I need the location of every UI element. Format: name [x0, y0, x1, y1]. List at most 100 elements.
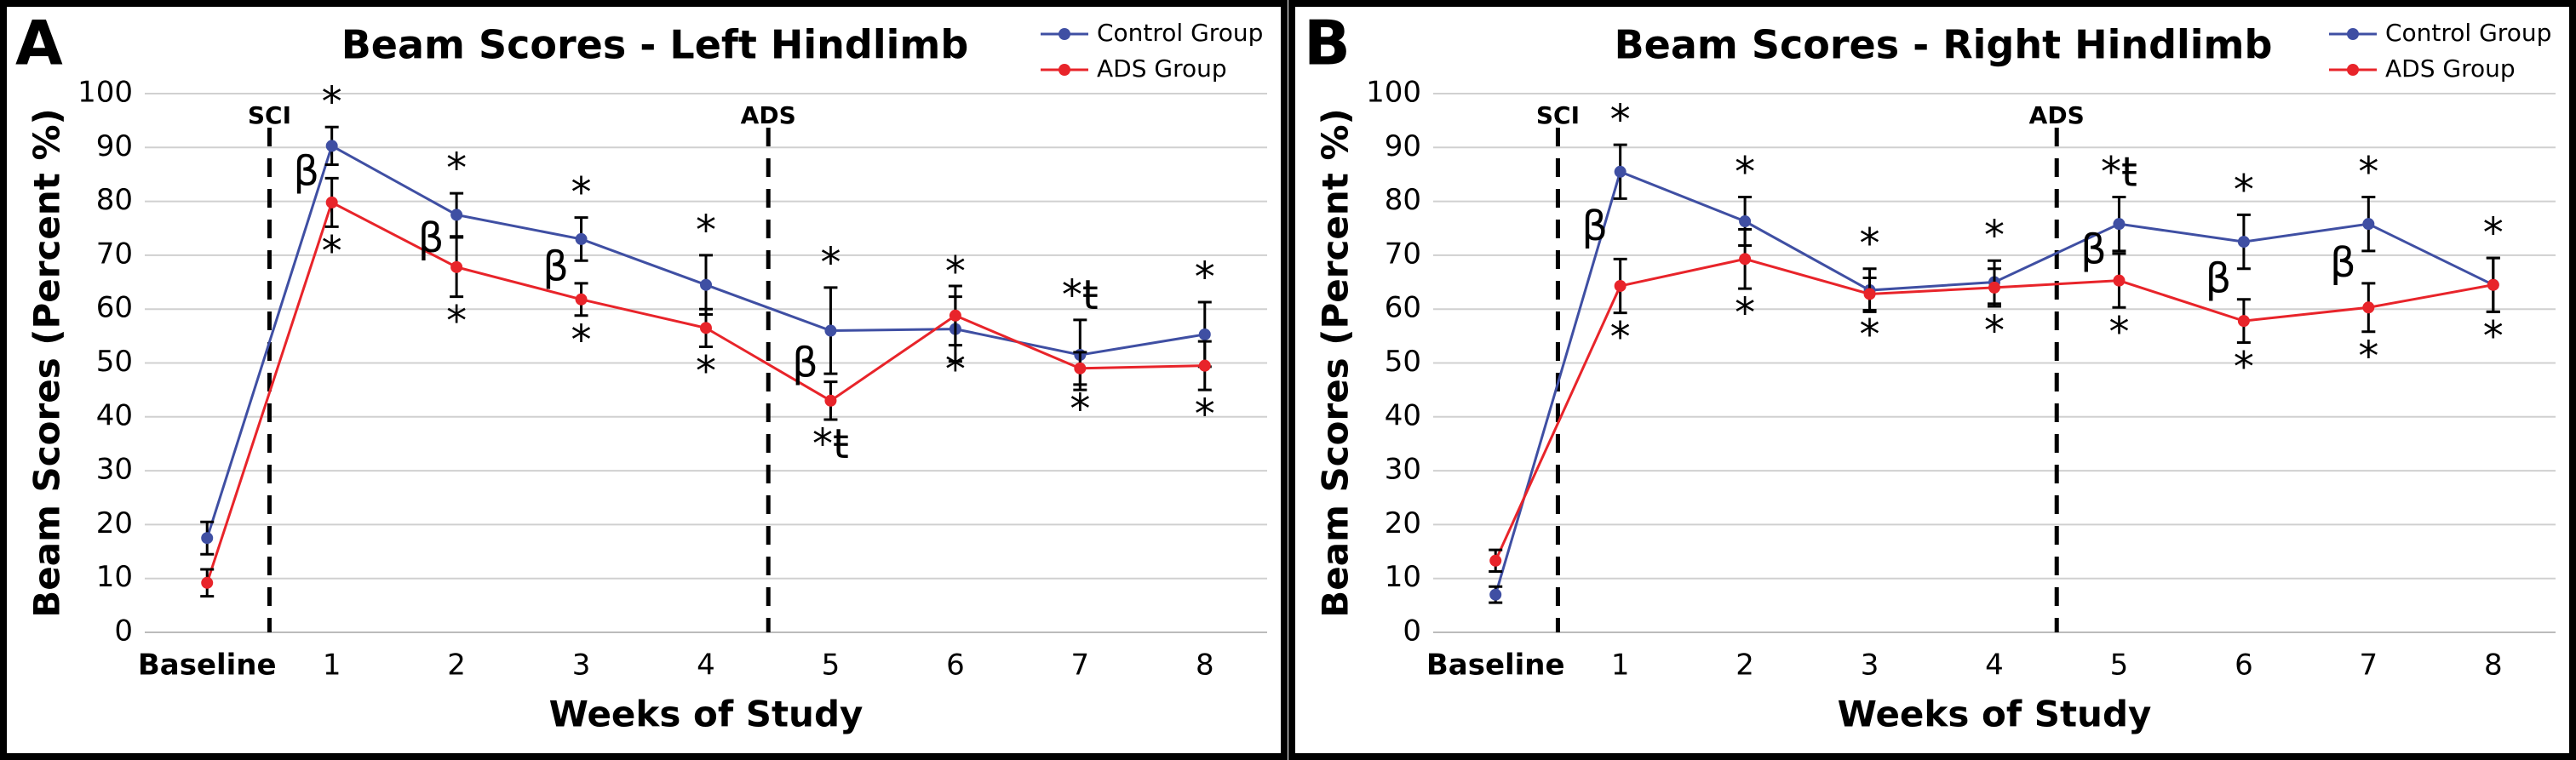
significance-label: *: [1610, 314, 1631, 362]
event-label: ADS: [741, 101, 796, 129]
panel-border: [0, 0, 1288, 760]
significance-label: *: [945, 346, 966, 394]
significance-label: *: [696, 207, 716, 254]
significance-label: *: [1070, 386, 1090, 433]
point: [1739, 253, 1752, 266]
point: [325, 140, 338, 152]
point: [2113, 218, 2126, 231]
legend-marker: [2347, 28, 2359, 40]
event-label: SCI: [1536, 101, 1580, 129]
point: [1198, 359, 1211, 372]
y-tick-label: 40: [96, 398, 133, 432]
x-tick-label: Baseline: [138, 649, 277, 683]
x-axis-title: Weeks of Study: [549, 694, 863, 735]
significance-label: *: [1195, 391, 1215, 438]
point: [824, 324, 837, 337]
y-tick-label: 90: [96, 129, 133, 163]
x-tick-label: 5: [2110, 649, 2129, 683]
y-tick-label: 70: [96, 237, 133, 271]
significance-label: β: [792, 340, 818, 387]
point: [2113, 274, 2126, 287]
legend-marker: [1059, 28, 1070, 40]
significance-label: *: [2483, 209, 2504, 257]
y-tick-label: 100: [77, 76, 133, 110]
x-tick-label: 6: [2235, 649, 2253, 683]
point: [575, 293, 588, 306]
y-tick-label: 60: [1385, 291, 1421, 325]
y-tick-label: 0: [1403, 614, 1421, 649]
significance-label: *: [1195, 254, 1215, 301]
point: [1074, 362, 1087, 374]
y-axis-title: Beam Scores (Percent %): [26, 108, 68, 617]
y-tick-label: 100: [1366, 76, 1421, 110]
legend-label: ADS Group: [1097, 54, 1227, 83]
legend-marker: [1059, 64, 1070, 76]
point: [575, 232, 588, 245]
y-tick-label: 90: [1385, 129, 1421, 163]
point: [1863, 288, 1876, 300]
x-tick-label: Baseline: [1426, 649, 1565, 683]
panel-label: B: [1304, 8, 1351, 79]
point: [2362, 301, 2375, 314]
x-tick-label: 8: [1196, 649, 1214, 683]
x-tick-label: 6: [946, 649, 965, 683]
significance-label: *: [446, 145, 467, 192]
x-tick-label: 8: [2484, 649, 2503, 683]
significance-label: *ŧ: [2101, 149, 2137, 197]
x-tick-label: 2: [447, 649, 466, 683]
significance-label: β: [293, 148, 319, 196]
significance-label: *: [1860, 311, 1880, 358]
event-label: SCI: [248, 101, 291, 129]
y-tick-label: 10: [1385, 560, 1421, 594]
chart-title: Beam Scores - Left Hindlimb: [341, 22, 969, 68]
significance-label: β: [2080, 226, 2107, 273]
y-tick-label: 30: [96, 453, 133, 487]
y-axis-title: Beam Scores (Percent %): [1315, 108, 1357, 617]
x-tick-label: 5: [822, 649, 840, 683]
y-tick-label: 80: [96, 183, 133, 217]
y-tick-label: 0: [114, 614, 133, 649]
significance-label: *: [820, 239, 840, 287]
x-tick-label: 4: [697, 649, 715, 683]
significance-label: *: [2234, 343, 2254, 391]
point: [1489, 588, 1502, 601]
significance-label: *: [571, 169, 592, 217]
legend-label: Control Group: [1097, 19, 1263, 47]
significance-label: *: [1610, 96, 1631, 144]
point: [325, 196, 338, 209]
significance-label: *: [2234, 166, 2254, 214]
y-tick-label: 50: [96, 345, 133, 379]
significance-label: *ŧ: [1062, 271, 1099, 319]
y-tick-label: 10: [96, 560, 133, 594]
significance-label: *: [322, 78, 342, 126]
y-tick-label: 40: [1385, 398, 1421, 432]
significance-label: *ŧ: [812, 420, 849, 468]
significance-label: β: [2206, 255, 2232, 303]
significance-label: *: [1984, 212, 2005, 260]
significance-label: *: [446, 298, 467, 346]
y-tick-label: 80: [1385, 183, 1421, 217]
significance-label: β: [418, 214, 445, 262]
y-tick-label: 20: [96, 506, 133, 540]
significance-label: *: [571, 317, 592, 364]
point: [2487, 278, 2499, 291]
y-tick-label: 20: [1385, 506, 1421, 540]
point: [450, 260, 463, 273]
significance-label: *: [1735, 289, 1755, 337]
point: [1988, 281, 2000, 294]
significance-label: *: [1984, 307, 2005, 355]
x-axis-title: Weeks of Study: [1838, 694, 2152, 735]
point: [2237, 315, 2250, 328]
point: [1198, 328, 1211, 340]
significance-label: β: [542, 243, 569, 290]
point: [1739, 215, 1752, 228]
point: [2362, 218, 2375, 231]
point: [949, 309, 961, 322]
significance-label: *: [322, 227, 342, 275]
significance-label: *: [1860, 220, 1880, 268]
point: [201, 532, 214, 545]
x-tick-label: 4: [1985, 649, 2004, 683]
y-tick-label: 50: [1385, 345, 1421, 379]
x-tick-label: 3: [1861, 649, 1879, 683]
